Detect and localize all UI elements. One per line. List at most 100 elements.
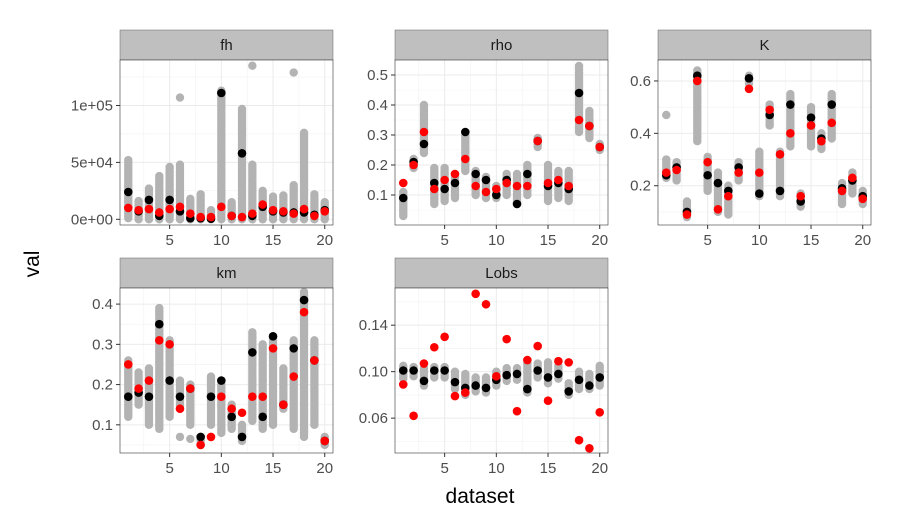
replicate-point [217,428,226,438]
panel-km: km 0.1 0.2 0.3 0.4 5 10 15 20 [92,257,334,477]
estimate-point [806,121,816,130]
estimate-point [206,212,216,222]
estimate-point [713,204,723,214]
estimate-point [299,204,309,214]
replicate-point [258,215,267,224]
estimate-point [564,358,574,367]
panel-border [119,287,334,454]
truth-point [268,331,278,341]
truth-point [217,88,226,98]
estimate-point [134,384,143,393]
x-tick-label: 20 [316,232,333,249]
x-tick-label: 20 [591,460,608,477]
truth-point [144,195,154,205]
estimate-point [703,157,712,167]
facet-strip-label: rho [491,37,513,54]
replicate-point [533,142,542,152]
truth-point [144,392,154,401]
truth-point [775,186,785,196]
truth-point [481,175,491,185]
y-tick-label: 0.3 [367,127,388,144]
estimate-point [461,154,470,164]
estimate-point [409,411,418,421]
replicate-point [248,416,257,426]
estimate-point [502,334,511,344]
truth-point [429,178,439,188]
estimate-point [175,404,185,414]
replicate-point [310,420,319,430]
replicate-point [399,211,408,221]
estimate-point [134,205,143,215]
truth-point [806,113,816,122]
replicate-point [574,127,584,137]
panel-border [394,287,609,454]
replicate-point [564,196,573,206]
truth-point [512,369,522,379]
replicate-point [165,412,174,421]
estimate-point [310,211,319,221]
replicate-point [134,400,143,409]
y-tick-label: 0.4 [92,296,113,313]
replicate-point [693,136,702,146]
panel-fh: fh 0e+00 5e+04 1e+05 5 10 15 20 [71,29,334,249]
replicate-point [279,215,288,224]
estimate-point [837,186,847,196]
y-tick-label: 0.14 [359,317,388,334]
truth-point [574,375,584,385]
replicate-point [430,373,439,382]
truth-point [827,100,837,109]
x-axis-title: dataset [446,485,515,508]
estimate-point [409,160,418,170]
estimate-point [268,344,278,353]
replicate-point [289,68,298,77]
estimate-point [248,392,257,401]
x-tick-label: 5 [703,232,711,249]
truth-point [419,139,429,149]
estimate-point [186,209,195,218]
replicate-point [574,384,584,394]
truth-point [564,387,574,396]
facet-strip-label: K [759,37,769,54]
replicate-point [595,381,604,390]
estimate-point [154,336,164,345]
truth-point [502,370,511,380]
estimate-point [481,299,491,309]
truth-point [398,193,408,203]
x-tick-label: 5 [165,232,173,249]
truth-point [227,412,236,422]
estimate-point [196,212,205,222]
estimate-point [574,115,584,125]
replicate-point [258,424,267,434]
replicate-point [461,166,470,176]
estimate-point [320,207,330,216]
y-tick-label: 0.3 [92,336,113,353]
estimate-point [471,289,480,299]
replicate-point [227,424,236,434]
estimate-point [165,204,174,214]
replicate-point [672,176,681,185]
estimate-point [512,181,522,191]
replicate-point [299,432,309,442]
replicate-point [175,93,185,102]
y-tick-label: 0.6 [630,73,651,90]
truth-point [154,319,164,329]
estimate-point [543,178,553,188]
estimate-point [492,372,501,381]
y-tick-label: 0.4 [630,125,651,142]
estimate-point [461,388,470,397]
replicate-point [268,420,278,430]
estimate-point [398,178,408,188]
replicate-point [186,434,195,444]
replicate-point [662,110,671,120]
estimate-point [817,136,826,146]
replicate-point [523,190,532,200]
estimate-point [585,121,594,131]
estimate-point [175,202,185,212]
estimate-point [258,200,267,209]
truth-point [512,199,522,209]
replicate-point [533,373,542,382]
truth-point [533,366,542,375]
y-tick-label: 5e+04 [71,154,113,171]
x-tick-label: 15 [265,460,282,477]
